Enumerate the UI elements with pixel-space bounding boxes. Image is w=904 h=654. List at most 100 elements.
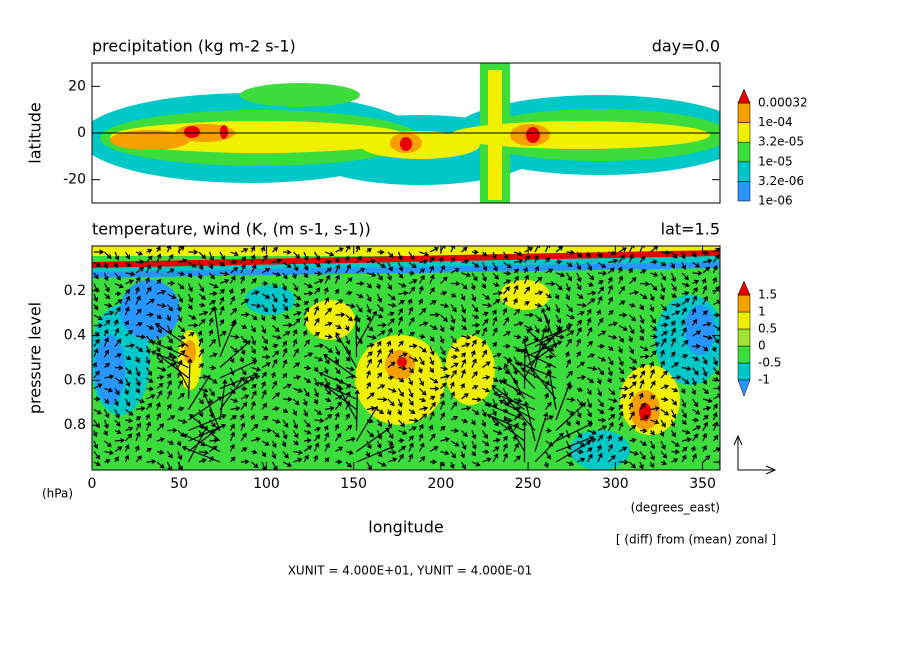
wind-arrow [93,261,102,267]
wind-arrow [177,343,186,349]
wind-arrow [607,421,614,431]
wind-arrow [166,461,173,470]
wind-arrow [334,423,340,431]
wind-arrow [156,253,162,263]
wind-arrow [461,259,470,265]
wind-arrow [587,298,596,305]
wind-arrow [377,409,385,414]
colorbar-label: -0.5 [758,356,781,370]
wind-arrow [313,297,319,305]
wind-arrow [660,360,665,368]
wind-arrow [166,372,172,379]
wind-arrow [335,401,342,410]
wind-arrow [513,388,522,396]
wind-arrow [104,319,111,326]
wind-arrow [293,374,302,380]
wind-arrow [461,272,472,278]
wind-arrow [639,293,648,299]
wind-arrow [450,369,457,379]
wind-arrow [503,286,510,295]
wind-arrow [618,247,628,253]
wind-arrow [356,293,364,299]
x-unit: (degrees_east) [631,501,720,515]
wind-arrow [504,363,526,400]
wind-arrow [94,249,105,255]
wind-arrow [555,283,563,291]
wind-arrow [681,398,687,408]
wind-arrow [345,366,355,372]
wind-arrow [177,271,186,277]
wind-arrow [103,337,110,347]
wind-arrow [187,293,194,304]
wind-arrow [492,365,503,371]
wind-arrow [566,330,575,337]
wind-arrow [660,396,669,403]
wind-arrow [692,279,700,285]
wind-arrow [303,290,314,296]
wind-arrow [239,356,245,363]
wind-arrow [261,402,268,410]
wind-arrow [293,398,300,406]
wind-arrow [513,321,524,327]
wind-arrow [702,421,709,431]
wind-arrow [345,303,356,309]
wind-arrow [251,314,258,321]
wind-arrow [113,398,119,407]
wind-arrow [690,445,696,452]
wind-arrow [124,320,129,326]
wind-arrow [429,386,440,392]
wind-arrow [209,429,216,434]
wind-arrow [344,255,350,263]
wind-arrow [429,395,436,401]
wind-arrow [387,318,395,326]
wind-arrow [398,377,405,383]
wind-arrow [587,447,593,453]
wind-arrow [408,367,414,374]
wind-arrow [713,335,720,344]
wind-arrow [650,333,658,340]
wind-arrow [439,400,445,410]
wind-arrow [167,427,178,433]
wind-arrow [429,256,435,263]
wind-arrow [702,310,708,316]
colorbar-label: 1e-04 [758,115,793,129]
wind-arrow [345,449,354,455]
wind-arrow [534,265,540,274]
wind-arrow [114,251,120,261]
wind-arrow [681,353,689,359]
wind-arrow [125,271,136,277]
wind-arrow [188,314,197,320]
wind-arrow [460,358,467,368]
wind-arrow [439,325,445,333]
wind-arrow [607,276,613,284]
wind-arrow [629,356,638,364]
wind-arrow [576,440,586,447]
wind-arrow [219,305,225,316]
wind-arrow [680,251,686,260]
wind-arrow [313,317,320,326]
wind-arrow [586,262,593,272]
wind-arrow [209,291,218,297]
wind-arrow [692,417,700,423]
wind-arrow [366,258,377,264]
wind-arrow [229,295,236,305]
wind-arrow [671,387,679,393]
wind-arrow [334,274,340,284]
wind-arrow [104,450,115,456]
wind-arrow [639,345,649,352]
wind-arrow [377,322,387,328]
wind-arrow [376,440,382,449]
wind-arrow [461,325,467,331]
wind-arrow [146,298,155,305]
wind-arrow [408,278,418,285]
wind-arrow [93,272,99,280]
wind-arrow [198,430,203,438]
wind-arrow [303,437,312,444]
wind-arrow [576,350,581,358]
wind-arrow [502,296,508,305]
wind-arrow [387,419,393,429]
wind-arrow [649,304,655,312]
wind-arrow [387,457,398,463]
wind-arrow [502,317,510,326]
wind-arrow [429,247,439,253]
